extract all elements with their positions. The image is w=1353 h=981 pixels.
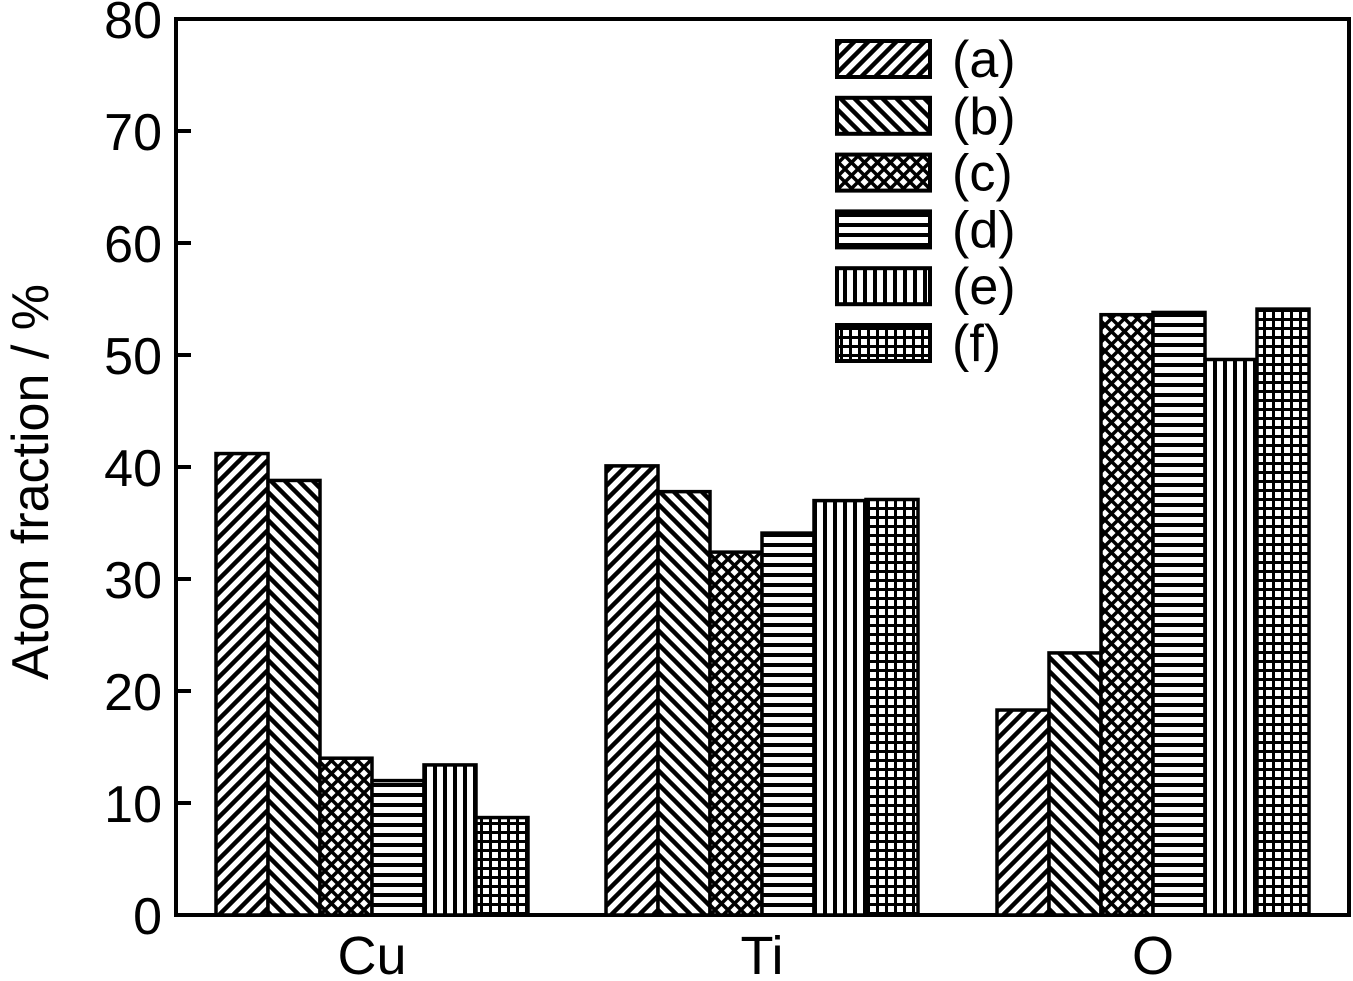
y-tick-label: 40 — [104, 440, 162, 498]
bar-cu-a — [214, 451, 270, 917]
x-axis-ticks: Cu Ti O — [337, 901, 1174, 981]
bar-cu-b — [266, 478, 322, 917]
legend-swatch — [835, 209, 932, 250]
bar-o-c — [1099, 312, 1155, 917]
y-axis-ticks: 0 10 20 30 40 50 60 70 80 — [104, 0, 191, 946]
bar-o-b — [1047, 651, 1103, 917]
y-axis-title: Atom fraction / % — [2, 284, 60, 680]
bar-ti-d — [760, 531, 816, 917]
bar-ti-b — [656, 489, 712, 917]
bar-ti-c — [708, 550, 764, 917]
legend-swatch — [835, 152, 932, 193]
legend-label: (a) — [952, 31, 1016, 89]
bar-cu-d — [370, 778, 426, 917]
bar-ti-a — [604, 464, 660, 917]
bars — [214, 307, 1311, 917]
legend: (a)(b)(c)(d)(e)(f) — [835, 31, 1016, 373]
y-tick-label: 0 — [133, 888, 162, 946]
legend-swatch — [835, 39, 932, 79]
x-category-label: Ti — [741, 926, 784, 981]
legend-label: (f) — [952, 315, 1001, 373]
y-tick-label: 20 — [104, 664, 162, 722]
bar-cu-e — [422, 763, 478, 917]
legend-swatch — [835, 323, 932, 363]
y-tick-label: 80 — [104, 0, 162, 50]
bar-o-e — [1203, 357, 1259, 917]
legend-swatch — [835, 95, 932, 136]
legend-label: (c) — [952, 145, 1013, 203]
y-tick-label: 70 — [104, 104, 162, 162]
x-category-label: O — [1132, 926, 1174, 981]
bar-ti-f — [864, 497, 920, 917]
y-tick-label: 60 — [104, 216, 162, 274]
legend-label: (b) — [952, 88, 1016, 146]
legend-swatch — [835, 266, 932, 307]
bar-cu-f — [474, 815, 530, 917]
bar-cu-c — [318, 756, 374, 917]
y-tick-label: 30 — [104, 552, 162, 610]
legend-label: (e) — [952, 258, 1016, 316]
bar-o-a — [995, 708, 1051, 917]
y-tick-label: 10 — [104, 776, 162, 834]
legend-label: (d) — [952, 201, 1016, 259]
x-category-label: Cu — [337, 926, 406, 981]
y-tick-label: 50 — [104, 328, 162, 386]
bar-o-f — [1255, 307, 1311, 917]
bar-ti-e — [812, 498, 868, 917]
bar-o-d — [1151, 310, 1207, 917]
